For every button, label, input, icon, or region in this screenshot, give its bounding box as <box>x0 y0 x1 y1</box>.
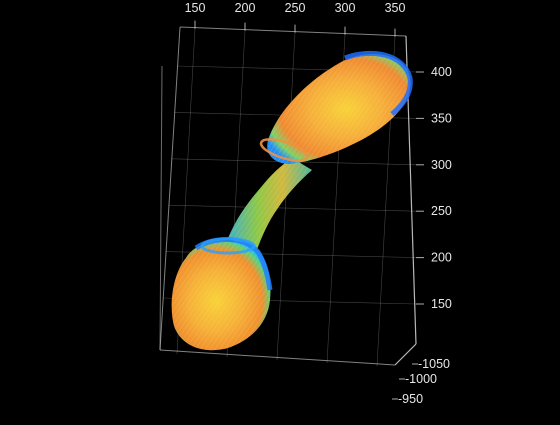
z-tick-label: 400 <box>431 65 452 79</box>
axis-bottom-back <box>159 349 396 366</box>
upper-lobe-hatch <box>267 54 411 164</box>
y-tick-label: -1000 <box>405 372 437 386</box>
y-tick-label: -950 <box>398 392 423 406</box>
z-tick-label: 350 <box>431 111 452 125</box>
x-tick-label: 350 <box>385 1 406 15</box>
upper-lobe-rim <box>344 50 413 116</box>
x-tick-label: 300 <box>335 1 356 15</box>
z-tick-label: 300 <box>431 158 452 172</box>
upper-lobe-ring <box>259 138 309 162</box>
z-grid-line <box>168 204 417 212</box>
lower-lobe-hatch <box>171 240 271 351</box>
surface-object <box>171 50 413 351</box>
x-tick-label: 150 <box>185 1 206 15</box>
axes-frame <box>159 20 424 400</box>
tick-labels: 150 200 250 300 350 150 200 250 300 350 400 -1050-1… <box>185 1 452 406</box>
neck-hatch <box>228 158 312 252</box>
z-tick-label: 200 <box>431 251 452 265</box>
axis-top-back <box>179 26 407 37</box>
z-tick-label: 150 <box>431 297 452 311</box>
lower-lobe-ring <box>200 237 256 255</box>
axis-left-back <box>159 26 181 351</box>
x-tick-label: 250 <box>285 1 306 15</box>
y-tick-label: -1050 <box>418 357 450 371</box>
axis-depth <box>394 343 417 366</box>
x-tick-label: 200 <box>235 1 256 15</box>
axis-left-far <box>159 65 163 351</box>
z-tick-label: 250 <box>431 204 452 218</box>
